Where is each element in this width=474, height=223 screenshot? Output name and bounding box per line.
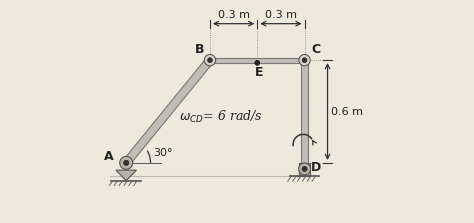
Text: B: B [195,43,205,56]
Text: 0.6 m: 0.6 m [331,107,363,116]
Text: D: D [311,161,321,174]
Text: 0.3 m: 0.3 m [218,10,250,20]
Circle shape [124,160,129,165]
Circle shape [299,54,310,66]
Circle shape [204,54,216,66]
Text: E: E [255,66,264,79]
Circle shape [255,60,260,65]
Circle shape [299,163,310,175]
Text: A: A [104,150,113,163]
Bar [299,163,310,176]
Circle shape [120,156,133,169]
Circle shape [208,58,212,62]
Polygon shape [301,60,309,163]
Text: 0.3 m: 0.3 m [265,10,297,20]
Circle shape [302,166,307,171]
Text: 30°: 30° [153,148,173,158]
Polygon shape [123,58,213,165]
Polygon shape [116,170,137,181]
Polygon shape [210,58,305,63]
Circle shape [302,58,307,62]
Text: C: C [311,43,320,56]
Text: $\omega_{CD}$= 6 rad/s: $\omega_{CD}$= 6 rad/s [179,109,263,125]
